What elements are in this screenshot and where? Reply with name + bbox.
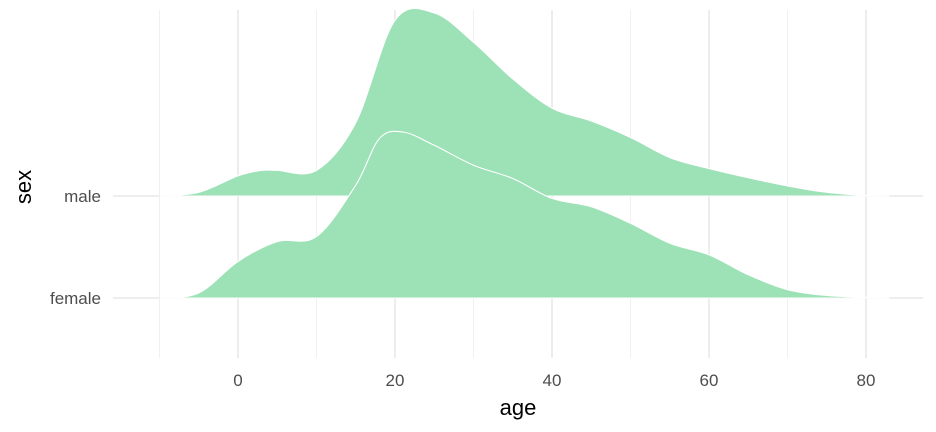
density-ridges bbox=[159, 7, 890, 299]
x-tick-label: 40 bbox=[543, 371, 562, 390]
x-tick-label: 0 bbox=[233, 371, 242, 390]
ridge-male bbox=[159, 7, 890, 197]
x-tick-label: 20 bbox=[386, 371, 405, 390]
y-tick-label-female: female bbox=[50, 289, 101, 308]
x-axis-title: age bbox=[500, 395, 537, 420]
ridge-female bbox=[159, 130, 890, 299]
x-tick-label: 60 bbox=[700, 371, 719, 390]
y-axis-title: sex bbox=[11, 170, 36, 204]
y-tick-label-male: male bbox=[64, 187, 101, 206]
x-tick-label: 80 bbox=[857, 371, 876, 390]
y-axis-tick-labels: female male bbox=[50, 187, 101, 308]
x-axis-tick-labels: 0 20 40 60 80 bbox=[233, 371, 875, 390]
